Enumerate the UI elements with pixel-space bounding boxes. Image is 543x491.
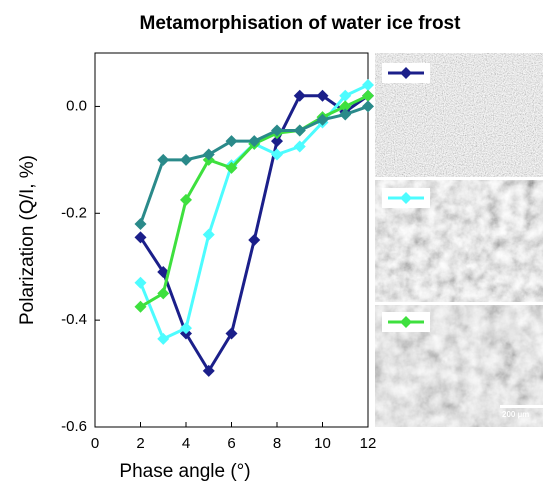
data-point xyxy=(339,100,352,113)
data-point xyxy=(339,108,352,121)
x-tick-label: 6 xyxy=(227,435,235,452)
data-point xyxy=(225,327,238,340)
data-point xyxy=(134,276,147,289)
data-point xyxy=(202,228,215,241)
data-point xyxy=(293,124,306,137)
x-tick-label: 0 xyxy=(91,435,99,452)
x-tick-label: 10 xyxy=(314,435,331,452)
y-tick-label: -0.2 xyxy=(61,204,87,221)
data-point xyxy=(293,140,306,153)
x-tick-label: 2 xyxy=(136,435,144,452)
data-point xyxy=(157,332,170,345)
data-point xyxy=(180,322,192,335)
y-tick-label: -0.6 xyxy=(61,418,87,435)
data-point xyxy=(157,153,170,166)
data-point xyxy=(202,148,215,161)
legend-swatch xyxy=(400,67,412,79)
data-point xyxy=(316,89,329,102)
data-point xyxy=(339,89,352,102)
data-point xyxy=(362,100,374,113)
series-line xyxy=(139,94,369,309)
x-tick-label: 4 xyxy=(182,435,190,452)
legend-swatch xyxy=(400,192,412,204)
series-line xyxy=(139,105,369,225)
y-tick-label: 0.0 xyxy=(66,97,87,114)
data-point xyxy=(157,287,170,300)
y-axis-label: Polarization (Q/I, %) xyxy=(17,155,38,325)
data-point xyxy=(362,79,374,92)
data-point xyxy=(134,231,147,244)
plot-frame xyxy=(94,52,369,428)
x-axis-label: Phase angle (°) xyxy=(119,461,250,482)
data-point xyxy=(248,234,261,246)
legend-swatch xyxy=(400,316,412,328)
data-point xyxy=(316,113,329,126)
scale-bar xyxy=(500,405,543,408)
x-tick-label: 8 xyxy=(273,435,281,452)
y-tick-label: -0.4 xyxy=(61,311,87,328)
data-point xyxy=(362,89,374,102)
data-point xyxy=(271,148,283,161)
data-point xyxy=(248,135,261,148)
data-point xyxy=(180,153,192,166)
data-point xyxy=(134,217,147,230)
data-point xyxy=(225,135,238,148)
data-point xyxy=(202,364,215,377)
data-point xyxy=(271,135,283,148)
data-point xyxy=(293,89,306,102)
x-tick-label: 12 xyxy=(360,435,377,452)
data-point xyxy=(271,124,283,137)
chart-title: Metamorphisation of water ice frost xyxy=(140,13,462,34)
scale-bar-label: 200 µm xyxy=(502,410,529,419)
data-point xyxy=(225,161,238,174)
data-point xyxy=(134,300,147,313)
data-point xyxy=(180,193,192,206)
